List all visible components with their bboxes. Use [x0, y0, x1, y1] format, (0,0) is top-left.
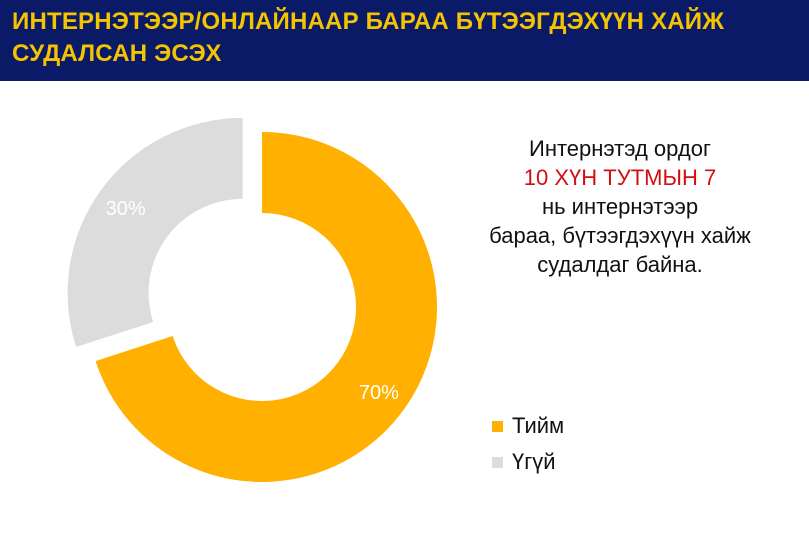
page-title: ИНТЕРНЭТЭЭР/ОНЛАЙНААР БАРАА БҮТЭЭГДЭХҮҮН…: [12, 8, 725, 67]
legend-item-no: Үгүй: [492, 444, 564, 480]
legend-swatch-no: [492, 456, 503, 468]
note-highlight: 10 ХҮН ТУТМЫН 7: [523, 165, 717, 190]
slice-no: [67, 117, 243, 347]
legend-swatch-yes: [492, 420, 503, 432]
note-line-5: судалдаг байна.: [537, 252, 703, 277]
note-line-4: бараа, бүтээгдэхүүн хайж: [489, 223, 751, 248]
slice-label-yes: 70%: [359, 382, 399, 404]
header-bar: ИНТЕРНЭТЭЭР/ОНЛАЙНААР БАРАА БҮТЭЭГДЭХҮҮН…: [0, 0, 809, 81]
slice-label-no: 30%: [106, 198, 146, 220]
note-line-3: нь интернэтээр: [541, 194, 699, 219]
chart-legend: Тийм Үгүй: [492, 408, 564, 480]
legend-item-yes: Тийм: [492, 408, 564, 444]
summary-note: Интернэтэд ордог 10 ХҮН ТУТМЫН 7 нь инте…: [460, 134, 780, 279]
donut-chart: 70% 30%: [67, 117, 437, 483]
slice-yes: [95, 132, 437, 483]
note-line-1: Интернэтэд ордог: [529, 136, 711, 161]
legend-label-yes: Тийм: [512, 413, 565, 438]
legend-label-no: Үгүй: [512, 449, 556, 474]
